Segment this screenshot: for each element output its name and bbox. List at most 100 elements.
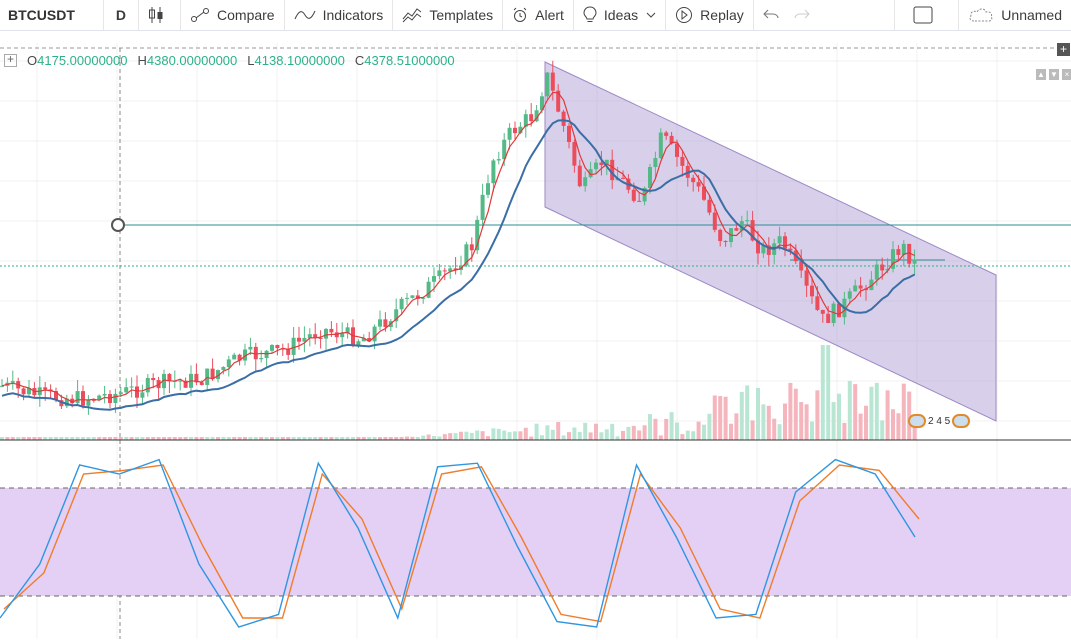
candle bbox=[756, 240, 760, 254]
volume-bar bbox=[820, 345, 825, 440]
candle bbox=[351, 327, 355, 346]
candle bbox=[637, 200, 642, 202]
templates-button[interactable]: Templates bbox=[393, 0, 502, 31]
flag-icon[interactable] bbox=[952, 414, 971, 428]
toolbar-divider bbox=[894, 0, 896, 31]
line-handle-icon bbox=[111, 218, 125, 232]
candle bbox=[777, 236, 782, 244]
top-toolbar: BTCUSDT D Compare Indicators Templates A… bbox=[0, 0, 1071, 31]
volume-bar bbox=[626, 426, 631, 440]
volume-bar bbox=[475, 430, 480, 440]
volume-bar bbox=[685, 430, 690, 440]
candle bbox=[799, 261, 804, 271]
interval-button[interactable]: D bbox=[115, 7, 127, 23]
candle bbox=[372, 326, 377, 342]
candle bbox=[194, 373, 199, 383]
templates-label: Templates bbox=[429, 7, 494, 23]
candle bbox=[588, 169, 593, 178]
volume-bar bbox=[615, 436, 620, 440]
volume-bar bbox=[162, 437, 166, 440]
volume-bar bbox=[145, 437, 150, 440]
volume-bar bbox=[378, 437, 382, 440]
volume-bar bbox=[32, 437, 37, 440]
chart-pane[interactable]: O4175.00000000 H4380.00000000 L4138.1000… bbox=[0, 31, 1071, 640]
economic-events[interactable]: 2 4 5 bbox=[908, 414, 971, 428]
volume-bar bbox=[318, 437, 323, 440]
chart-canvas[interactable] bbox=[0, 31, 1071, 640]
templates-icon bbox=[402, 8, 422, 23]
candle bbox=[10, 381, 15, 383]
candle bbox=[594, 162, 598, 170]
volume-bar bbox=[118, 437, 123, 440]
candle bbox=[826, 313, 831, 323]
ideas-button[interactable]: Ideas bbox=[574, 0, 665, 31]
volume-bar bbox=[912, 418, 917, 440]
volume-bar bbox=[189, 437, 193, 440]
volume-bar bbox=[199, 437, 204, 440]
candle bbox=[518, 126, 523, 134]
chart-style-button[interactable] bbox=[139, 0, 180, 31]
candle bbox=[453, 268, 458, 270]
volume-bar bbox=[108, 437, 112, 440]
candle bbox=[648, 167, 652, 188]
candle bbox=[572, 142, 577, 166]
candle bbox=[410, 295, 415, 298]
expand-legend-icon[interactable] bbox=[4, 52, 17, 67]
candle bbox=[329, 328, 334, 333]
volume-bar bbox=[43, 437, 48, 440]
alert-button[interactable]: Alert bbox=[503, 0, 573, 31]
volume-bar bbox=[750, 420, 755, 440]
volume-bar bbox=[275, 437, 280, 440]
stochastic-band bbox=[0, 488, 1071, 596]
symbol-search[interactable]: BTCUSDT bbox=[8, 7, 75, 23]
fullscreen-button[interactable] bbox=[895, 0, 958, 31]
candle bbox=[556, 90, 561, 112]
candle bbox=[664, 132, 669, 136]
flag-icon[interactable] bbox=[908, 414, 926, 428]
compare-button[interactable]: Compare bbox=[181, 0, 284, 31]
candle bbox=[766, 245, 771, 255]
volume-bar bbox=[669, 412, 674, 440]
volume-bar bbox=[874, 382, 879, 440]
scale-up-icon[interactable]: ▲ bbox=[1036, 69, 1046, 80]
volume-bar bbox=[523, 427, 528, 440]
replay-button[interactable]: Replay bbox=[666, 0, 753, 31]
candle bbox=[745, 220, 750, 222]
open-label: O bbox=[27, 53, 38, 68]
volume-bar bbox=[356, 437, 361, 440]
layout-name-button[interactable]: Unnamed bbox=[959, 0, 1071, 31]
volume-bar bbox=[383, 437, 388, 440]
candle bbox=[896, 249, 901, 255]
toolbar-divider bbox=[138, 0, 140, 31]
volume-bar bbox=[48, 437, 53, 440]
candle bbox=[837, 303, 841, 318]
volume-bar bbox=[831, 402, 836, 440]
volume-bar bbox=[604, 429, 609, 440]
candle bbox=[151, 377, 156, 381]
redo-button[interactable] bbox=[790, 0, 826, 31]
volume-bar bbox=[550, 429, 555, 440]
volume-bar bbox=[205, 437, 210, 440]
candle bbox=[162, 373, 166, 389]
volume-bar bbox=[772, 418, 777, 440]
scale-close-icon[interactable]: × bbox=[1062, 69, 1071, 80]
volume-bar bbox=[901, 383, 906, 440]
toolbar-divider bbox=[502, 0, 504, 31]
indicators-button[interactable]: Indicators bbox=[285, 0, 393, 31]
volume-bar bbox=[696, 421, 701, 440]
volume-bar bbox=[286, 437, 291, 440]
candle bbox=[680, 156, 685, 166]
candle bbox=[912, 259, 917, 264]
undo-button[interactable] bbox=[754, 0, 790, 31]
candle bbox=[253, 346, 258, 360]
add-pane-button[interactable]: + bbox=[1057, 43, 1070, 56]
scale-down-icon[interactable]: ▼ bbox=[1049, 69, 1059, 80]
alarm-clock-icon bbox=[513, 7, 527, 22]
low-value: 4138.10000000 bbox=[254, 53, 345, 68]
volume-bar bbox=[97, 437, 102, 440]
candle bbox=[907, 243, 912, 264]
volume-bar bbox=[642, 425, 647, 440]
volume-bar bbox=[129, 437, 134, 440]
candle bbox=[113, 393, 118, 403]
volume-bar bbox=[361, 437, 366, 440]
